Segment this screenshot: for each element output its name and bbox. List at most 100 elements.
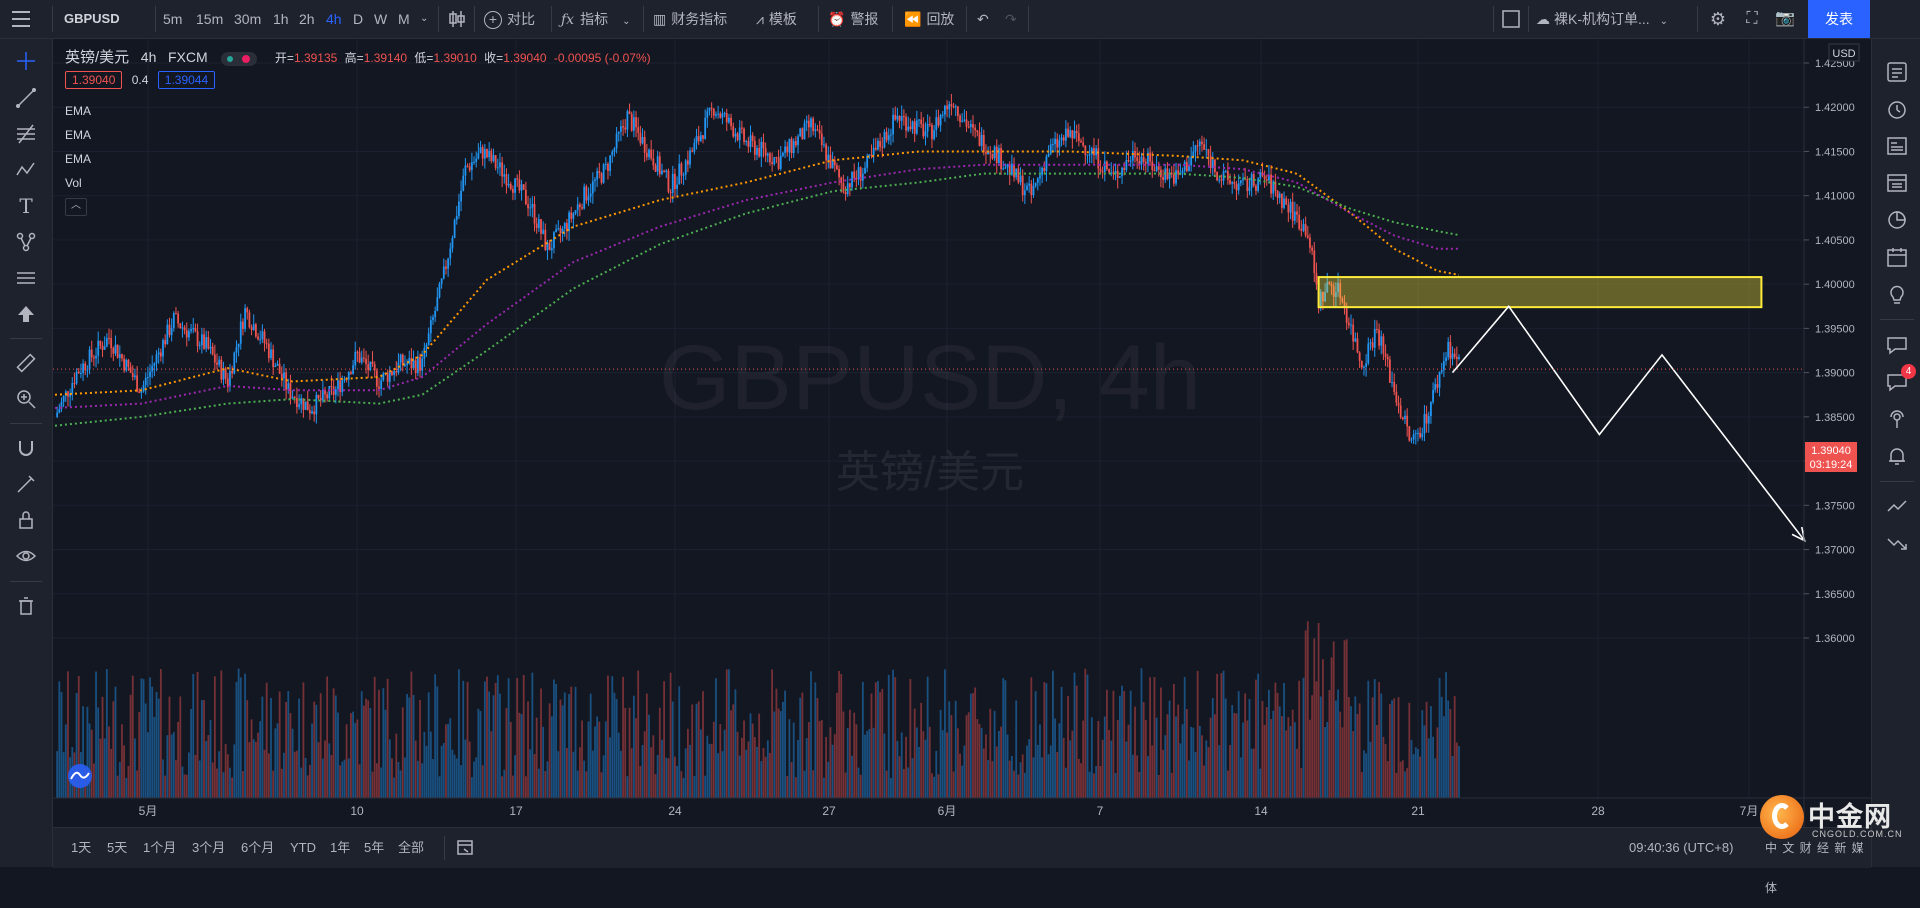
volume-bar [1272,710,1275,798]
range-5d[interactable]: 5天 [107,840,128,855]
alert-button[interactable]: ⏰ 警报 [828,0,878,38]
trash-icon[interactable] [12,592,40,620]
market-status-badge[interactable] [221,51,258,66]
volume-bar [689,744,691,798]
fullscreen-icon[interactable]: ⛶ [1746,10,1758,27]
interval-4h[interactable]: 4h [326,11,342,27]
ideas-lightbulb-icon[interactable] [1882,279,1912,309]
candle-body [581,207,583,209]
interval-dropdown-icon[interactable]: ⌄ [420,13,429,24]
measure-lines-icon[interactable] [12,264,40,292]
time-tick-label: 7 [1097,804,1104,818]
notifications-chat-icon[interactable]: 4 [1882,364,1916,397]
interval-w[interactable]: W [374,11,388,27]
volume-bar [453,754,456,798]
pencil-lock-icon[interactable] [12,470,40,498]
range-6m[interactable]: 6个月 [241,840,275,855]
arrow-up-icon[interactable] [12,300,40,328]
symbol-search[interactable]: GBPUSD [64,11,120,26]
bell-icon[interactable] [1882,441,1912,471]
volume-bar [324,740,326,798]
price-chart[interactable]: GBPUSD, 4h 英镑/美元 1.425001.420001.415001.… [53,39,1871,827]
redo-icon[interactable]: ↷ [1005,11,1017,27]
volume-bar [1425,701,1428,798]
fib-tool-icon[interactable] [12,120,40,148]
candle-body [1410,439,1413,441]
candle-body [429,320,432,334]
candle-body [624,127,627,130]
range-1y[interactable]: 1年 [330,840,351,855]
interval-1h[interactable]: 1h [273,11,289,27]
fullscreen-square-icon[interactable] [1501,0,1521,38]
price-axis[interactable]: 1.425001.420001.415001.410001.405001.400… [1804,58,1855,645]
pattern-tool-icon[interactable] [12,156,40,184]
crosshair-icon[interactable] [12,47,40,75]
volume-bar [233,744,236,798]
lock-icon[interactable] [12,506,40,534]
range-5y[interactable]: 5年 [364,840,385,855]
chart-area[interactable]: GBPUSD, 4h 英镑/美元 1.42500 1.42000 1.41500 1.… [53,39,1871,827]
bid-button[interactable]: 1.39040 [65,71,123,89]
replay-button[interactable]: ⏪ 回放 [904,0,954,38]
templates-button[interactable]: ⩘ 模板 [756,0,797,38]
collapse-legend-chevron-up-icon[interactable]: ︿ [65,198,87,216]
trend-line-icon[interactable] [12,84,40,112]
interval-m[interactable]: M [398,11,410,27]
symbol-legend[interactable]: 英镑/美元 4h FXCM 开=1.39135 高=1.39140 低=1.39… [65,46,651,67]
data-window-icon[interactable] [1882,168,1912,198]
chart-trend-icon[interactable] [1882,491,1912,521]
indicators-button[interactable]: ƒx 指标 ⌄ [561,0,630,38]
volume-bar [1166,714,1169,798]
indicator-ema-1[interactable]: EMA [65,104,92,118]
streams-icon[interactable] [1882,404,1912,434]
volume-bar [788,719,791,798]
interval-15m[interactable]: 15m [196,11,224,27]
interval-5m[interactable]: 5m [163,11,183,27]
undo-icon[interactable]: ↶ [977,11,989,27]
alarm-clock-icon[interactable] [1882,94,1912,124]
range-1m[interactable]: 1个月 [143,840,177,855]
projection-path[interactable] [1451,304,1806,542]
node-tool-icon[interactable] [12,228,40,256]
volume-bar [557,751,560,798]
financials-button[interactable]: ▥ 财务指标 [653,0,727,38]
clock-timezone[interactable]: 09:40:36 (UTC+8) [1629,840,1734,855]
candle-body [231,370,234,374]
interval-2h[interactable]: 2h [299,11,315,27]
order-panel-icon[interactable] [1882,528,1912,558]
time-axis[interactable]: 265月101724276月71421287月6 [53,804,1871,818]
interval-30m[interactable]: 30m [234,11,262,27]
text-tool-icon[interactable]: T [19,194,33,218]
menu-icon[interactable] [10,0,32,38]
hotlist-icon[interactable] [1882,205,1912,235]
watchlist-icon[interactable] [1882,57,1912,87]
gear-icon[interactable]: ⚙ [1709,9,1727,29]
compare-button[interactable]: + 对比 [484,0,535,38]
camera-icon[interactable]: 📷 [1775,10,1795,27]
range-3m[interactable]: 3个月 [192,840,226,855]
supply-zone-rectangle[interactable] [1317,276,1763,309]
indicator-volume[interactable]: Vol [65,176,82,190]
currency-badge[interactable] [1828,43,1860,62]
date-range-icon[interactable] [456,828,474,868]
volume-bar [620,750,622,798]
zoom-in-icon[interactable] [12,385,40,413]
candle-style-icon[interactable] [448,0,466,38]
eye-icon[interactable] [12,542,40,570]
publish-button[interactable]: 发表 [1808,0,1870,38]
chat-icon[interactable] [1882,330,1912,360]
calendar-icon[interactable] [1882,242,1912,272]
interval-d[interactable]: D [353,11,364,27]
range-1d[interactable]: 1天 [71,840,92,855]
range-all[interactable]: 全部 [398,840,425,855]
ruler-icon[interactable] [12,349,40,377]
indicator-ema-2[interactable]: EMA [65,128,92,142]
news-icon[interactable] [1882,131,1912,161]
magnet-icon[interactable] [12,434,40,462]
indicator-ema-3[interactable]: EMA [65,152,92,166]
range-ytd[interactable]: YTD [290,840,316,855]
layout-selector[interactable]: ☁ 裸K-机构订单... ⌄ [1536,0,1668,38]
volume-bar [123,745,126,798]
ask-button[interactable]: 1.39044 [157,71,216,89]
volume-bar [684,748,687,798]
